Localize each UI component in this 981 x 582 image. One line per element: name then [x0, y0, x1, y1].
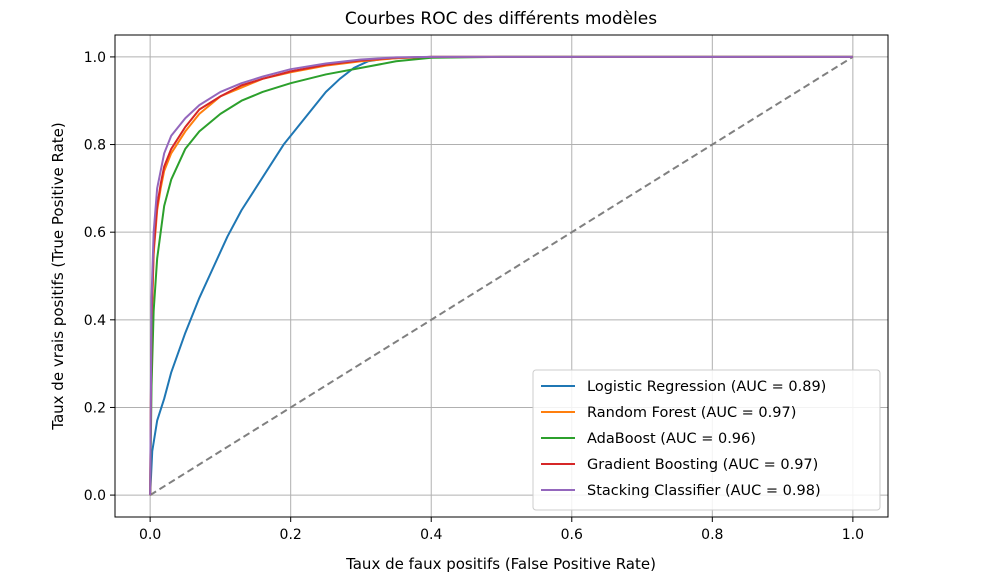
x-tick-label: 1.0 [842, 527, 864, 543]
legend-label: Logistic Regression (AUC = 0.89) [587, 379, 826, 395]
y-tick-label: 1.0 [84, 50, 106, 66]
series-line-4 [149, 55, 853, 496]
diagonal-reference-line [149, 56, 854, 496]
y-tick-label: 0.4 [84, 313, 106, 329]
y-axis-title: Taux de vrais positifs (True Positive Ra… [49, 122, 67, 430]
legend-label: Gradient Boosting (AUC = 0.97) [587, 457, 818, 473]
y-tick-label: 0.0 [84, 488, 106, 504]
y-tick-label: 0.6 [84, 225, 106, 241]
x-tick-label: 0.6 [561, 527, 583, 543]
legend: Logistic Regression (AUC = 0.89) Random F… [532, 369, 881, 511]
legend-box [532, 369, 881, 511]
y-tick-label: 0.2 [84, 400, 106, 416]
plot-frame [114, 34, 889, 518]
y-tick-label: 0.8 [84, 138, 106, 154]
chart-title: Courbes ROC des différents modèles [345, 9, 657, 29]
grid [115, 35, 888, 517]
axis-ticks: 0.0 0.2 0.4 0.6 0.8 1.0 0.0 0.2 0.4 0.6 0.8 1.0 [84, 50, 864, 543]
x-tick-label: 0.8 [701, 527, 723, 543]
x-axis-title: Taux de faux positifs (False Positive Ra… [345, 555, 656, 573]
series-lines [149, 55, 853, 496]
legend-label: AdaBoost (AUC = 0.96) [587, 431, 756, 447]
legend-label: Random Forest (AUC = 0.97) [587, 405, 796, 421]
reference-line [149, 56, 854, 496]
x-tick-label: 0.0 [139, 527, 161, 543]
legend-label: Stacking Classifier (AUC = 0.98) [587, 483, 821, 499]
x-tick-label: 0.4 [420, 527, 442, 543]
x-tick-label: 0.2 [280, 527, 302, 543]
